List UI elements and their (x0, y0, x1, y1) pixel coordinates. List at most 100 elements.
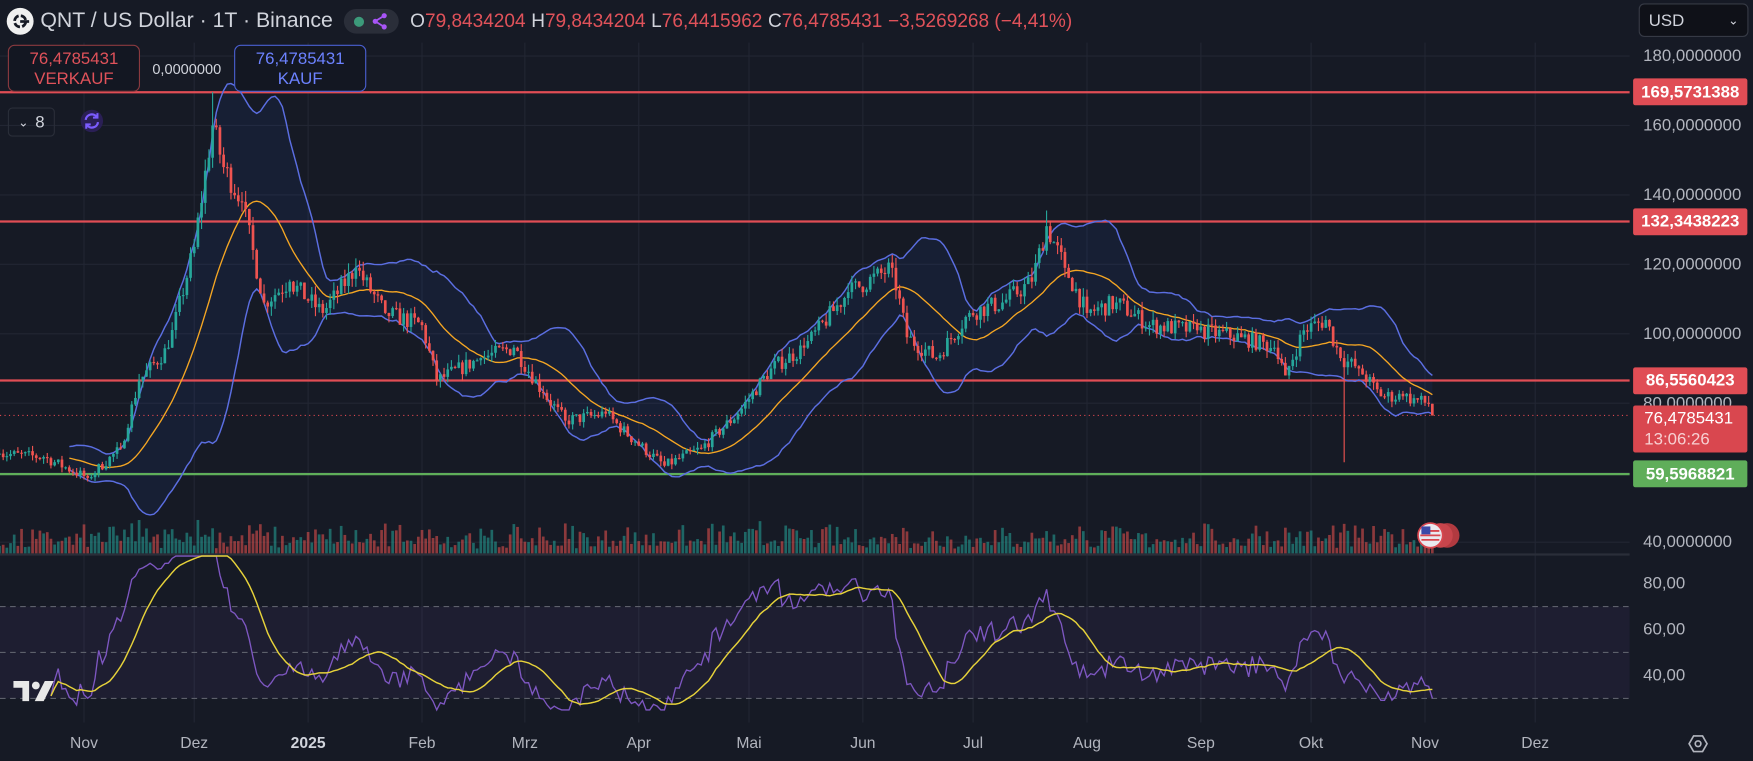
volume-bar (644, 534, 648, 554)
symbol-title[interactable]: QNT / US Dollar · 1T · Binance (40, 8, 333, 33)
candle (876, 268, 879, 274)
volume-bar (923, 541, 927, 554)
volume-bar (556, 545, 560, 554)
volume-bar (159, 547, 163, 554)
candle (1269, 348, 1273, 352)
candle (1423, 395, 1427, 403)
volume-bar (416, 536, 420, 554)
volume-bar (1339, 532, 1342, 554)
candle (439, 374, 442, 381)
volume-bar (1401, 529, 1405, 554)
volume-bar (104, 542, 108, 554)
volume-bar (56, 541, 60, 554)
currency-select[interactable]: USD ⌄ (1638, 3, 1749, 37)
time-tick-label: 2025 (290, 733, 326, 752)
volume-bar (1291, 543, 1295, 554)
candle (652, 453, 655, 457)
volume-bar (773, 540, 777, 554)
candle (1181, 322, 1184, 324)
candle (1048, 226, 1052, 243)
volume-bar (303, 540, 306, 554)
refresh-icon[interactable] (80, 109, 105, 134)
volume-bar (501, 546, 505, 554)
volume-bar (912, 543, 916, 554)
candle (0, 453, 1, 455)
volume-bar (446, 536, 450, 554)
volume-bar (1206, 524, 1210, 554)
chart-canvas[interactable] (0, 0, 1630, 723)
volume-bar (152, 536, 156, 554)
candle (622, 426, 626, 433)
candle (806, 341, 810, 348)
candle (9, 453, 12, 457)
candle (376, 294, 380, 296)
candle (431, 350, 435, 361)
candle (1243, 334, 1247, 338)
candle-series (0, 92, 1434, 482)
time-tick-label: Sep (1186, 733, 1215, 752)
volume-bar (1004, 536, 1008, 554)
volume-bar (567, 538, 571, 554)
volume-bar (655, 545, 659, 554)
candle (1092, 309, 1096, 311)
candle (777, 356, 780, 362)
volume-bar (236, 541, 240, 554)
candle (148, 362, 152, 371)
candle (303, 282, 306, 300)
volume-bar (641, 545, 644, 554)
volume-bar (721, 525, 725, 554)
candle (475, 360, 479, 362)
volume-bar (960, 544, 964, 554)
buy-button[interactable]: 76,4785431 KAUF (234, 44, 367, 92)
candle (1350, 358, 1353, 362)
low-label: L (651, 10, 662, 32)
candle (519, 351, 523, 367)
volume-bar (336, 542, 339, 554)
candle (1023, 284, 1026, 297)
candle (347, 273, 350, 286)
candle (288, 281, 292, 292)
candle (1309, 323, 1313, 332)
candle (718, 429, 721, 435)
volume-bar (479, 528, 483, 554)
volume-bar (339, 525, 343, 554)
candle (703, 443, 707, 449)
candle (725, 420, 729, 429)
volume-bar (942, 546, 946, 554)
volume-bar (832, 545, 835, 554)
economic-events-icon[interactable] (1416, 521, 1463, 550)
candle (699, 447, 703, 449)
candle (754, 391, 758, 396)
volume-bar (97, 532, 101, 554)
candle (369, 277, 372, 292)
candle (497, 345, 501, 348)
volume-bar (170, 529, 174, 554)
candle (1335, 345, 1339, 348)
volume-bar (1192, 532, 1195, 554)
candle (799, 345, 802, 360)
status-pill[interactable] (344, 8, 399, 34)
volume-bar (622, 535, 626, 554)
high-label: H (531, 10, 545, 32)
candle (1346, 361, 1350, 368)
candle (788, 353, 791, 363)
volume-bar (703, 544, 707, 554)
candle (1291, 359, 1295, 367)
volume-bar (597, 536, 600, 554)
candle (38, 457, 42, 460)
candle (486, 355, 490, 358)
chart-settings-icon[interactable] (1687, 733, 1709, 755)
volume-bar (314, 529, 317, 554)
sell-button[interactable]: 76,4785431 VERKAUF (7, 44, 141, 92)
candle (1063, 251, 1067, 268)
indicators-toggle-button[interactable]: ⌄ 8 (7, 107, 55, 137)
candle (27, 451, 31, 453)
open-label: O (410, 10, 425, 32)
candle (196, 217, 200, 247)
volume-bar (189, 536, 192, 554)
volume-bar (839, 544, 843, 554)
volume-bar (1368, 543, 1372, 554)
candle (611, 411, 615, 420)
candle (545, 392, 549, 401)
volume-bar (1001, 527, 1004, 554)
